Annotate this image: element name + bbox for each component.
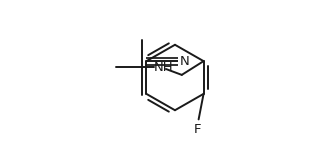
Text: F: F <box>194 123 202 136</box>
Text: N: N <box>180 55 190 68</box>
Text: NH: NH <box>154 61 174 73</box>
